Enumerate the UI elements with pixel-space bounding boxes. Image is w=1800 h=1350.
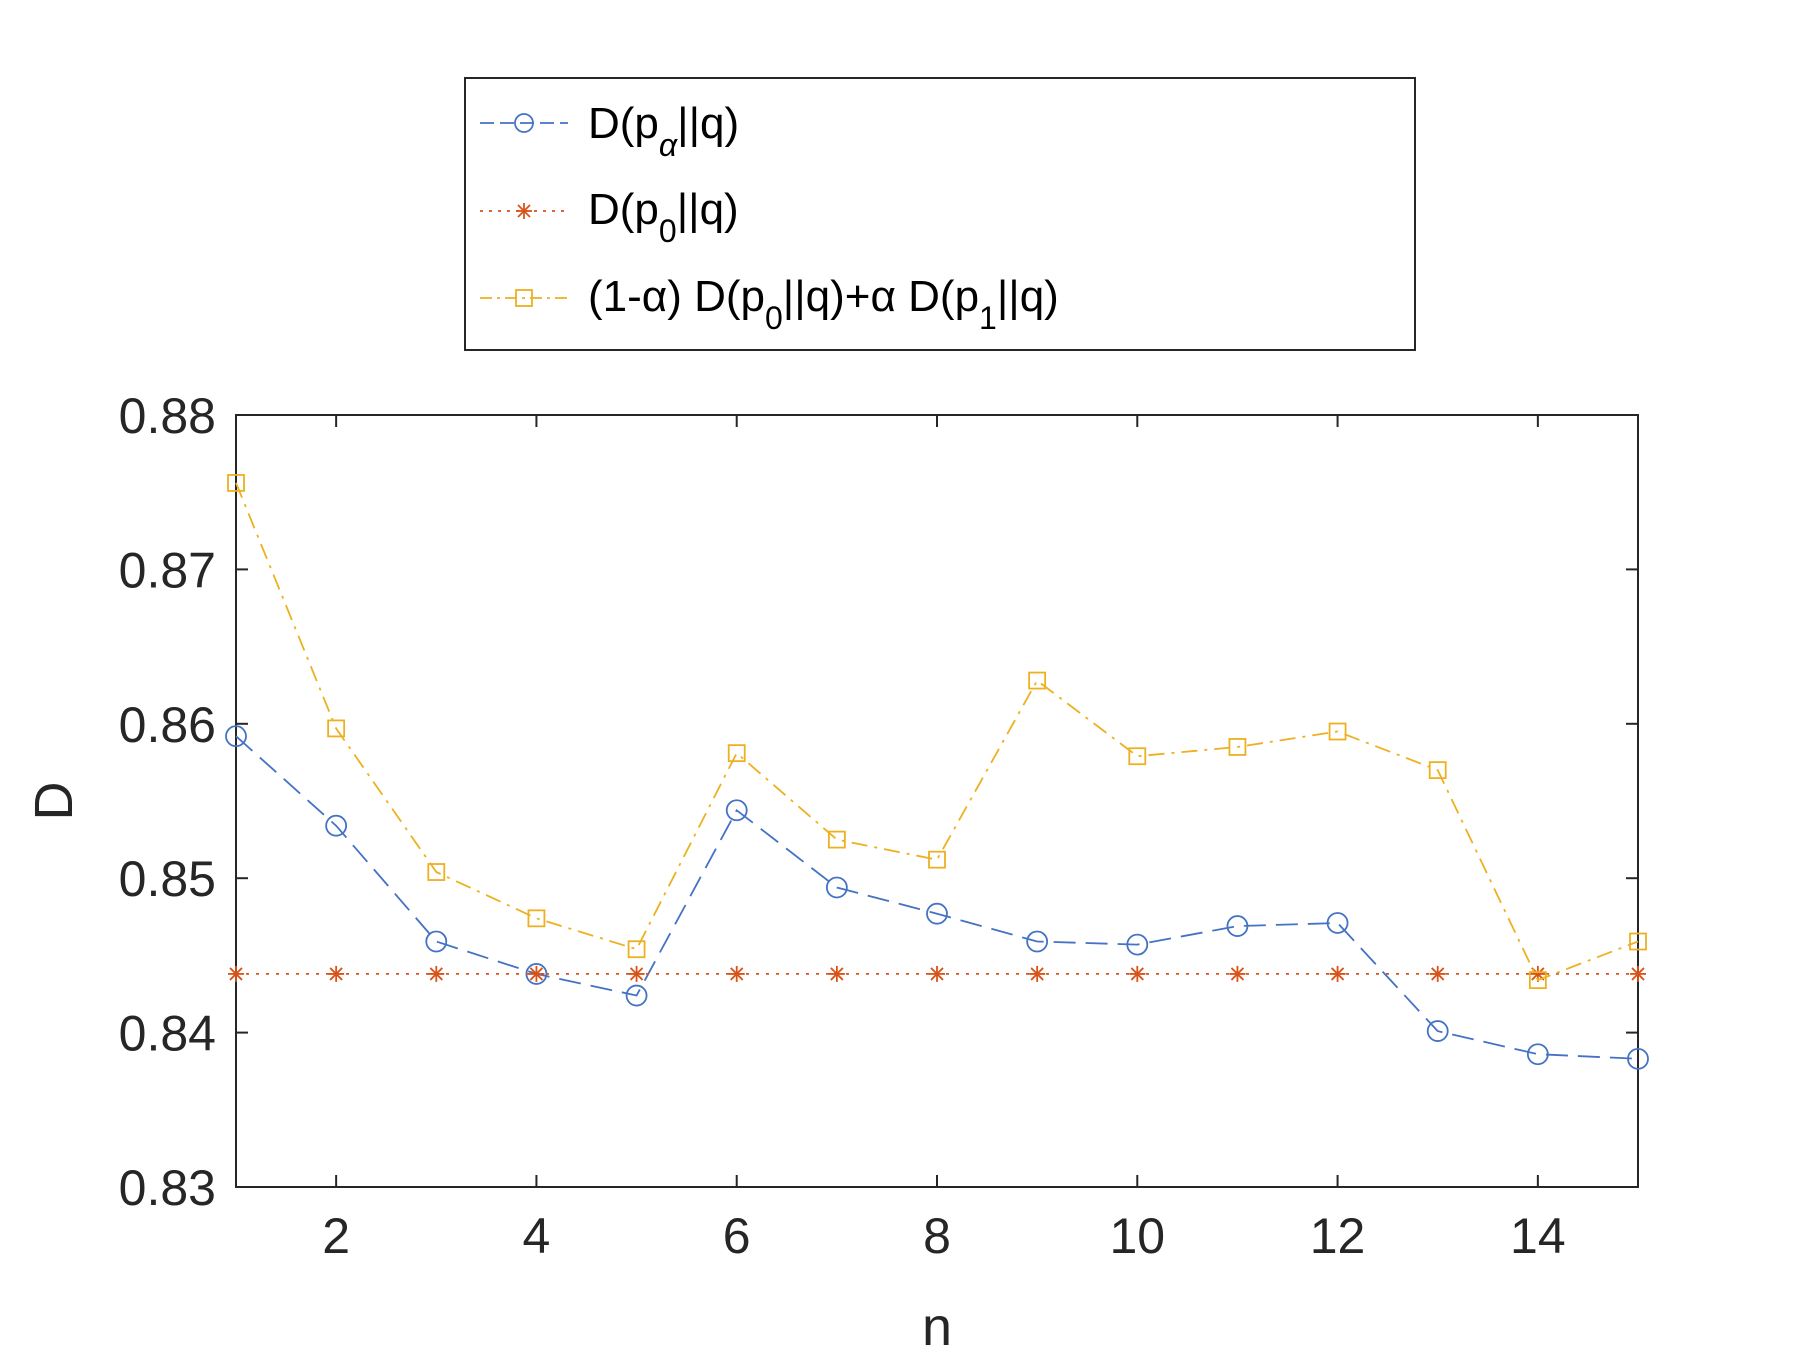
data-point-asterisk: [1429, 965, 1446, 982]
legend-label-series-1-sub: α: [659, 127, 678, 163]
data-point-circle: [625, 984, 648, 1007]
data-point-square: [627, 940, 646, 959]
data-point-circle: [725, 799, 748, 822]
data-point-square: [1328, 722, 1347, 741]
legend: D(pα||q) D(p0||q) (1-α) D(p0||q)+α D(p1|…: [464, 77, 1416, 351]
data-point-circle: [1226, 915, 1249, 937]
legend-label-series-1-main: D(p: [588, 99, 659, 148]
legend-entry-series-3: (1-α) D(p0||q)+α D(p1||q): [480, 272, 1059, 336]
legend-label-series-3-sub-0: 0: [765, 300, 783, 336]
series-1: [225, 725, 1649, 1070]
series-layer: [225, 474, 1649, 1070]
data-point-asterisk: [328, 965, 345, 982]
data-point-asterisk: [1029, 965, 1046, 982]
series-2: [228, 965, 1646, 982]
data-point-circle: [325, 814, 348, 837]
legend-entry-series-2: D(p0||q): [480, 185, 739, 249]
data-point-square: [1528, 971, 1547, 990]
legend-label-series-2-main: D(p: [588, 185, 659, 234]
legend-label-series-3-sub-1: 1: [979, 300, 997, 336]
data-point-square: [827, 830, 846, 849]
data-point-circle: [425, 930, 448, 953]
data-point-asterisk: [828, 965, 845, 982]
data-point-asterisk: [728, 965, 745, 982]
data-point-asterisk: [428, 965, 445, 982]
legend-label-series-3-tail: ||q): [997, 272, 1059, 321]
data-point-circle: [825, 876, 848, 899]
data-point-square: [327, 719, 346, 738]
data-point-asterisk: [929, 965, 945, 982]
data-point-asterisk: [1229, 965, 1246, 982]
axis-tick-labels: 2 4 6 8 10 12 14 0.83 0.84 0.85 0.86 0.87 0.88: [119, 388, 1566, 1264]
series-3: [227, 474, 1647, 990]
y-tick-label: 0.86: [119, 697, 216, 753]
data-point-square: [1428, 761, 1447, 780]
data-point-circle: [225, 725, 247, 748]
y-tick-label: 0.83: [119, 1160, 216, 1216]
data-point-square: [227, 474, 245, 492]
data-point-asterisk: [528, 965, 545, 982]
legend-marker-asterisk: [516, 203, 532, 219]
legend-label-series-1-tail: ||q): [677, 99, 739, 148]
data-point-square: [727, 744, 746, 763]
legend-label-series-3: (1-α) D(p0||q)+α D(p1||q): [588, 272, 1059, 336]
data-point-circle: [1126, 933, 1149, 956]
y-tick-label: 0.88: [119, 388, 216, 444]
data-point-circle: [1426, 1020, 1449, 1042]
legend-label-series-1: D(pα||q): [588, 99, 739, 163]
data-point-square: [527, 909, 546, 928]
data-point-asterisk: [1329, 965, 1346, 982]
legend-label-series-3-part-a: (1-α) D(p: [588, 272, 765, 321]
data-point-square: [427, 863, 446, 881]
x-tick-label: 14: [1510, 1208, 1566, 1264]
data-point-circle: [926, 902, 948, 925]
axes-box: [235, 414, 1639, 1188]
legend-marker-circle: [514, 113, 534, 133]
plot-area: 2 4 6 8 10 12 14 0.83 0.84 0.85 0.86 0.87 0.88: [119, 388, 1649, 1264]
x-tick-label: 10: [1109, 1208, 1165, 1264]
data-point-asterisk: [1129, 965, 1146, 982]
legend-label-series-2-tail: ||q): [677, 185, 739, 234]
data-point-asterisk: [1630, 965, 1646, 982]
y-tick-label: 0.85: [119, 851, 216, 907]
legend-entry-series-1: D(pα||q): [480, 99, 739, 163]
x-tick-label: 6: [723, 1208, 751, 1264]
data-point-circle: [1026, 930, 1049, 953]
x-tick-label: 2: [322, 1208, 350, 1264]
x-tick-label: 8: [923, 1208, 951, 1264]
legend-label-series-3-part-c: ||q)+α D(p: [783, 272, 979, 321]
x-tick-label: 12: [1310, 1208, 1366, 1264]
data-point-circle: [1627, 1047, 1649, 1070]
data-point-asterisk: [228, 965, 244, 982]
y-tick-label: 0.87: [119, 542, 216, 598]
series-3-line: [235, 482, 1639, 982]
data-point-square: [1128, 747, 1147, 766]
data-point-circle: [1526, 1043, 1549, 1066]
data-point-square: [1228, 738, 1247, 756]
data-point-asterisk: [628, 965, 645, 982]
legend-marker-square: [515, 289, 533, 307]
y-axis-label: D: [24, 782, 84, 821]
legend-label-series-2-sub: 0: [659, 213, 677, 249]
series-1-line: [235, 735, 1639, 1060]
x-tick-label: 4: [523, 1208, 551, 1264]
legend-frame: [464, 77, 1416, 351]
data-point-square: [1629, 932, 1647, 951]
y-tick-label: 0.84: [119, 1006, 216, 1062]
legend-label-series-2: D(p0||q): [588, 185, 739, 249]
data-point-square: [928, 850, 946, 869]
data-point-circle: [1326, 912, 1349, 934]
data-point-square: [1028, 671, 1047, 690]
x-axis-label: n: [922, 1297, 952, 1350]
axis-ticks: [236, 414, 1638, 1188]
